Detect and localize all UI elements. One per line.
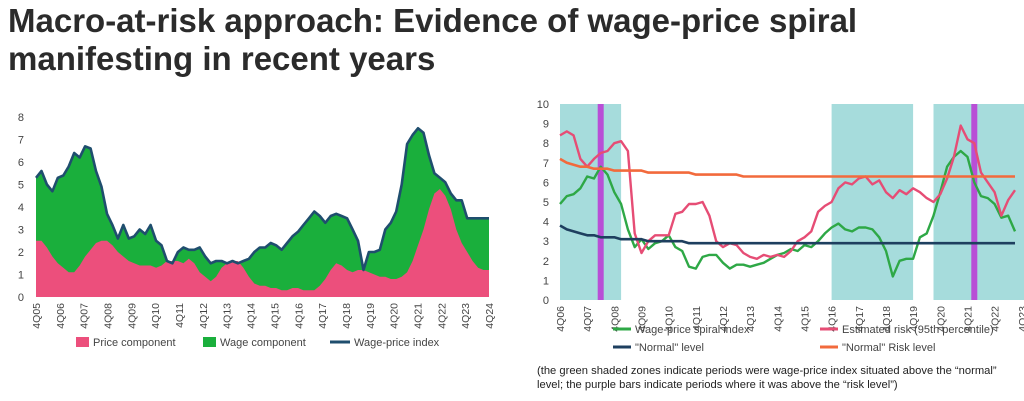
x-tick-label: 4Q21 xyxy=(412,303,424,329)
legend-price-component-label: Price component xyxy=(93,337,176,349)
wage-price-index-line xyxy=(34,127,489,272)
x-tick-label: 4Q19 xyxy=(908,306,920,332)
y-tick-label: 2 xyxy=(543,256,549,268)
y-tick-label: 6 xyxy=(543,177,549,189)
y-tick-label: 7 xyxy=(543,158,549,170)
wage-price-area-chart: 0 1 2 3 4 5 6 7 8 4Q05 4Q06 4Q07 4Q08 4Q09 4Q10 4Q11 4Q1… xyxy=(18,112,496,349)
x-tick-label: 4Q06 xyxy=(555,306,567,332)
y-tick-label: 0 xyxy=(18,292,24,304)
page-title: Macro-at-risk approach: Evidence of wage… xyxy=(8,2,858,77)
x-tick-label: 4Q09 xyxy=(126,303,138,329)
x-tick-label: 4Q22 xyxy=(990,306,1002,332)
x-tick-label: 4Q17 xyxy=(854,306,866,332)
legend-normal-risk-level-label: "Normal" Risk level xyxy=(842,342,935,354)
x-tick-label: 4Q18 xyxy=(881,306,893,332)
y-tick-label: 5 xyxy=(543,197,549,209)
risk-exceeded-bar xyxy=(597,104,604,300)
x-tick-label: 4Q16 xyxy=(293,303,305,329)
legend-wage-component-swatch xyxy=(203,337,216,347)
estimated-risk-line xyxy=(559,124,1016,260)
wage-component-area xyxy=(36,128,489,297)
y-tick-label: 4 xyxy=(543,217,549,229)
x-tick-label: 4Q19 xyxy=(365,303,377,329)
risk-exceeded-bar xyxy=(971,104,978,300)
normal-exceeded-zone xyxy=(831,104,914,300)
x-tick-label: 4Q20 xyxy=(935,306,947,332)
x-tick-label: 4Q15 xyxy=(799,306,811,332)
x-tick-label: 4Q20 xyxy=(389,303,401,329)
x-tick-label: 4Q14 xyxy=(772,306,784,332)
y-tick-label: 9 xyxy=(543,119,549,131)
x-tick-label: 4Q11 xyxy=(691,306,703,331)
x-tick-label: 4Q23 xyxy=(1017,306,1024,332)
chart-footnote: (the green shaded zones indicate periods… xyxy=(537,365,997,391)
y-tick-label: 2 xyxy=(18,247,24,259)
x-tick-label: 4Q17 xyxy=(317,303,329,329)
normal-exceeded-zone xyxy=(933,104,1024,300)
x-tick-label: 4Q05 xyxy=(31,303,43,329)
y-tick-label: 0 xyxy=(543,295,549,307)
x-tick-label: 4Q14 xyxy=(246,303,258,329)
normal-level-line xyxy=(559,224,1015,245)
x-tick-label: 4Q24 xyxy=(484,303,496,329)
y-tick-label: 5 xyxy=(18,180,24,192)
y-tick-label: 4 xyxy=(18,202,24,214)
x-tick-label: 4Q10 xyxy=(150,303,162,329)
y-tick-label: 1 xyxy=(18,270,24,282)
y-tick-label: 7 xyxy=(18,135,24,147)
spiral-risk-line-chart: 0 1 2 3 4 5 6 7 8 9 10 4Q06 4Q07 4Q08 4Q09 4Q10 4Q11 4Q12… xyxy=(537,99,1024,354)
x-tick-label: 4Q08 xyxy=(609,306,621,332)
y-tick-label: 1 xyxy=(543,275,549,287)
x-tick-label: 4Q11 xyxy=(174,303,186,328)
y-tick-label: 6 xyxy=(18,157,24,169)
x-tick-label: 4Q21 xyxy=(962,306,974,332)
normal-risk-level-line xyxy=(559,157,1015,178)
legend-wage-price-index-label: Wage-price index xyxy=(354,337,440,349)
legend-estimated-risk-label: Estimated risk (95th percentile) xyxy=(842,324,994,336)
x-tick-label: 4Q13 xyxy=(222,303,234,329)
legend-wage-component-label: Wage component xyxy=(220,337,306,349)
x-tick-label: 4Q13 xyxy=(745,306,757,332)
x-tick-label: 4Q18 xyxy=(341,303,353,329)
y-tick-label: 10 xyxy=(537,99,549,111)
x-tick-label: 4Q12 xyxy=(198,303,210,329)
x-tick-label: 4Q22 xyxy=(436,303,448,329)
x-tick-label: 4Q06 xyxy=(55,303,67,329)
x-tick-label: 4Q10 xyxy=(664,306,676,332)
x-tick-label: 4Q08 xyxy=(103,303,115,329)
x-tick-label: 4Q12 xyxy=(718,306,730,332)
price-component-area xyxy=(36,189,489,297)
x-tick-label: 4Q09 xyxy=(636,306,648,332)
x-tick-label: 4Q07 xyxy=(79,303,91,329)
y-tick-label: 8 xyxy=(543,138,549,150)
normal-exceeded-zone xyxy=(560,104,622,300)
x-tick-label: 4Q07 xyxy=(582,306,594,332)
x-tick-label: 4Q23 xyxy=(460,303,472,329)
legend-normal-level-label: "Normal" level xyxy=(635,342,704,354)
legend-wage-price-spiral-label: Wage-price spiral index xyxy=(635,324,750,336)
y-tick-label: 3 xyxy=(18,225,24,237)
y-tick-label: 3 xyxy=(543,236,549,248)
y-tick-label: 8 xyxy=(18,112,24,124)
x-tick-label: 4Q15 xyxy=(269,303,281,329)
legend-price-component-swatch xyxy=(76,337,89,347)
x-tick-label: 4Q16 xyxy=(827,306,839,332)
